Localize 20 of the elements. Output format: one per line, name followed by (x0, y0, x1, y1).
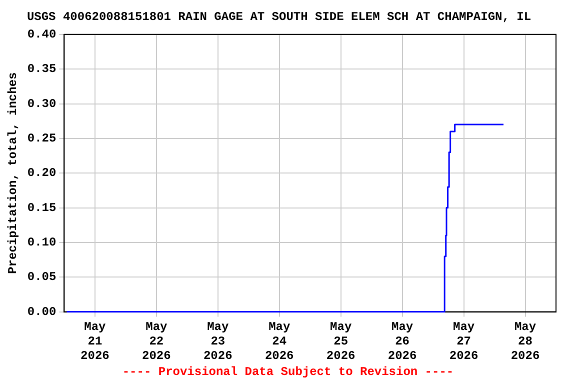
x-tick-label: May 27 2026 (449, 320, 478, 363)
y-tick-label: 0.25 (27, 131, 56, 146)
text: ---- Provisional Data Subject to Revision ---- (121, 365, 455, 379)
x-tick-label: May 21 2026 (80, 320, 110, 363)
x-tick-label: May 24 2026 (264, 320, 294, 363)
x-tick-label: May 26 2026 (388, 320, 417, 363)
x-tick-label: May 23 2026 (203, 320, 232, 363)
x-tick-label: May 25 2026 (326, 320, 356, 363)
x-tick-label: May 28 2026 (510, 320, 540, 363)
y-tick-label: 0.20 (27, 166, 56, 180)
y-tick-label: 0.15 (27, 200, 56, 215)
y-tick-label: 0.00 (27, 304, 56, 319)
y-tick-label: 0.40 (27, 27, 56, 42)
chart-title: USGS 400620088151801 RAIN GAGE AT SOUTH SIDE ELEM SCH AT CHAMPAIGN, IL (26, 10, 532, 24)
y-tick-label: 0.30 (27, 96, 56, 111)
x-tick-label: May 22 2026 (142, 320, 171, 363)
y-axis-title: Precipitation, total, inches (6, 72, 20, 274)
y-tick-label: 0.10 (27, 235, 56, 250)
y-tick-label: 0.05 (27, 270, 56, 284)
y-tick-label: 0.35 (27, 62, 56, 76)
